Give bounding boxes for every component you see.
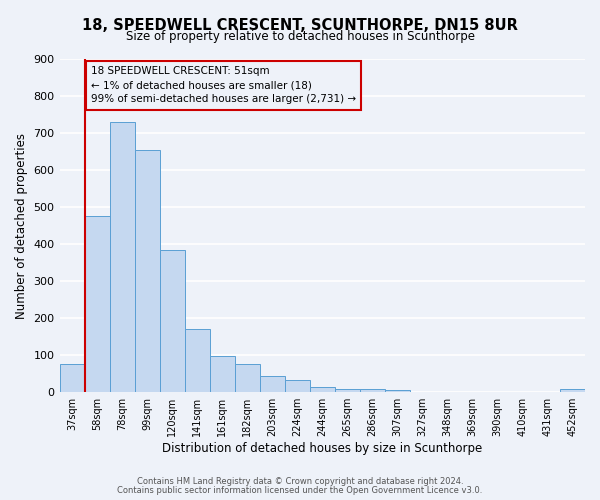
Y-axis label: Number of detached properties: Number of detached properties xyxy=(15,132,28,318)
Bar xyxy=(235,364,260,392)
Bar xyxy=(110,122,134,392)
Text: Contains HM Land Registry data © Crown copyright and database right 2024.: Contains HM Land Registry data © Crown c… xyxy=(137,477,463,486)
Bar xyxy=(59,364,85,392)
Bar xyxy=(260,376,285,392)
Text: 18 SPEEDWELL CRESCENT: 51sqm
← 1% of detached houses are smaller (18)
99% of sem: 18 SPEEDWELL CRESCENT: 51sqm ← 1% of det… xyxy=(91,66,356,104)
Bar xyxy=(209,356,235,392)
Bar xyxy=(160,250,185,392)
Text: 18, SPEEDWELL CRESCENT, SCUNTHORPE, DN15 8UR: 18, SPEEDWELL CRESCENT, SCUNTHORPE, DN15… xyxy=(82,18,518,32)
Bar xyxy=(185,330,209,392)
Text: Size of property relative to detached houses in Scunthorpe: Size of property relative to detached ho… xyxy=(125,30,475,43)
Bar xyxy=(560,388,585,392)
Bar xyxy=(85,216,110,392)
Text: Contains public sector information licensed under the Open Government Licence v3: Contains public sector information licen… xyxy=(118,486,482,495)
X-axis label: Distribution of detached houses by size in Scunthorpe: Distribution of detached houses by size … xyxy=(162,442,482,455)
Bar xyxy=(385,390,410,392)
Bar xyxy=(134,150,160,392)
Bar xyxy=(335,388,360,392)
Bar xyxy=(360,388,385,392)
Bar xyxy=(285,380,310,392)
Bar xyxy=(310,386,335,392)
